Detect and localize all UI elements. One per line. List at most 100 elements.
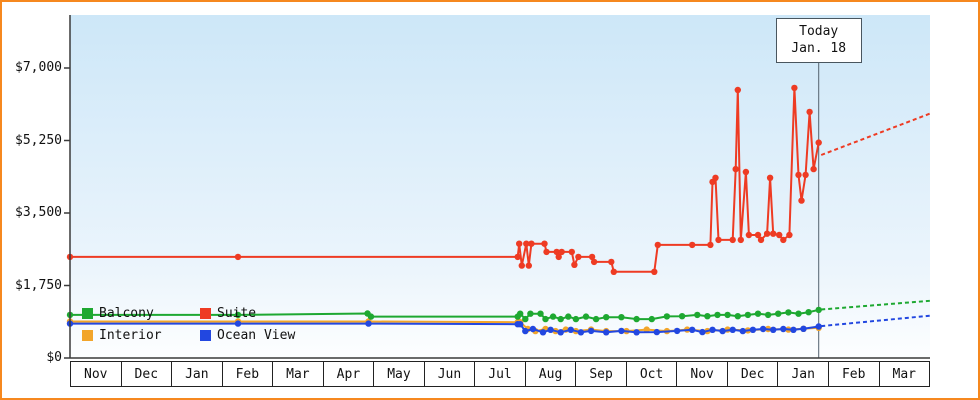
data-point-ocean-view: [539, 329, 547, 336]
data-point-suite: [707, 241, 714, 249]
data-point-ocean-view: [653, 328, 660, 336]
month-cell-10: Sep: [575, 361, 627, 387]
data-point-ocean-view: [673, 327, 681, 335]
data-point-ocean-view: [759, 325, 767, 333]
month-cell-14: Jan: [777, 361, 829, 387]
data-point-ocean-view: [689, 326, 696, 333]
data-point-ocean-view: [522, 327, 529, 335]
data-point-suite: [575, 253, 582, 261]
month-cell-16: Mar: [878, 361, 931, 387]
data-point-suite: [810, 165, 817, 173]
data-point-suite: [786, 231, 793, 239]
data-point-balcony: [694, 311, 701, 319]
data-point-suite: [571, 261, 578, 268]
legend: Balcony Suite Interior Ocean View: [82, 306, 295, 343]
month-cell-12: Nov: [676, 361, 728, 387]
data-point-ocean-view: [709, 326, 716, 333]
data-point-balcony: [537, 310, 544, 317]
x-axis-month-row: Nov Dec Jan Feb Mar Apr May Jun Jul Aug Sep Oct Nov D…: [70, 361, 931, 387]
plot-background: [70, 15, 930, 358]
data-point-suite: [588, 253, 596, 261]
data-point-ocean-view: [633, 329, 640, 336]
legend-label: Ocean View: [217, 328, 296, 343]
data-point-balcony: [522, 315, 529, 323]
data-point-ocean-view: [790, 326, 797, 333]
data-point-ocean-view: [557, 329, 564, 336]
data-point-suite: [541, 240, 548, 247]
data-point-suite: [770, 230, 777, 237]
legend-item-interior: Interior: [82, 328, 200, 343]
data-point-suite: [776, 231, 783, 239]
month-cell-4: Mar: [272, 361, 324, 387]
month-cell-11: Oct: [625, 361, 678, 387]
series-projection-suite: [820, 112, 931, 156]
data-point-suite: [763, 230, 771, 237]
data-point-balcony: [582, 313, 590, 320]
legend-label: Interior: [99, 328, 162, 343]
data-point-balcony: [234, 311, 242, 319]
month-cell-0: Nov: [70, 361, 122, 387]
data-point-suite: [754, 231, 762, 239]
data-point-balcony: [724, 311, 731, 319]
data-point-suite: [555, 253, 562, 261]
data-point-balcony: [557, 315, 564, 323]
data-point-ocean-view: [234, 320, 242, 327]
data-point-suite: [766, 174, 774, 181]
suite-swatch-icon: [200, 308, 211, 319]
y-tick-label: $0: [46, 350, 62, 365]
data-point-suite: [791, 84, 798, 92]
data-point-suite: [729, 236, 736, 244]
data-point-suite: [543, 248, 550, 256]
data-point-suite: [732, 165, 739, 173]
month-cell-1: Dec: [120, 361, 173, 387]
legend-item-suite: Suite: [200, 306, 295, 321]
data-point-ocean-view: [780, 325, 787, 333]
data-point-balcony: [517, 310, 524, 317]
month-cell-3: Feb: [221, 361, 274, 387]
data-point-balcony: [764, 311, 772, 319]
month-cell-9: Aug: [524, 361, 577, 387]
y-tick-label: $1,750: [15, 277, 62, 293]
data-point-balcony: [704, 313, 711, 320]
data-point-suite: [528, 240, 535, 247]
data-point-balcony: [815, 306, 822, 314]
data-point-balcony: [785, 309, 792, 316]
ocean-view-swatch-icon: [200, 330, 211, 341]
data-point-ocean-view: [729, 326, 736, 333]
data-point-suite: [516, 240, 523, 247]
data-point-ocean-view: [815, 323, 822, 330]
month-cell-2: Jan: [171, 361, 223, 387]
month-cell-8: Jul: [474, 361, 526, 387]
data-point-ocean-view: [699, 328, 706, 336]
legend-label: Balcony: [99, 306, 154, 321]
series-projection-ocean-view: [821, 314, 931, 328]
data-point-suite: [715, 236, 722, 244]
data-point-suite: [734, 86, 741, 94]
data-point-balcony: [795, 310, 802, 317]
data-point-suite: [558, 248, 565, 256]
data-point-balcony: [549, 313, 557, 320]
data-point-suite: [745, 231, 753, 239]
data-point-ocean-view: [365, 320, 372, 327]
data-point-ocean-view: [800, 325, 807, 332]
data-point-balcony: [633, 315, 640, 323]
data-point-ocean-view: [749, 326, 757, 333]
data-point-suite: [712, 174, 719, 181]
data-point-suite: [742, 168, 750, 176]
month-cell-6: May: [373, 361, 425, 387]
month-cell-7: Jun: [423, 361, 476, 387]
data-point-suite: [798, 197, 805, 204]
data-point-ocean-view: [739, 327, 746, 335]
data-point-balcony: [618, 314, 625, 321]
data-point-suite: [514, 253, 521, 261]
data-point-ocean-view: [770, 326, 777, 333]
data-point-ocean-view: [603, 329, 610, 336]
data-point-ocean-view: [517, 321, 524, 328]
today-label: Today: [799, 24, 839, 39]
y-tick-label: $7,000: [15, 60, 62, 75]
interior-swatch-icon: [82, 330, 93, 341]
data-point-balcony: [744, 311, 752, 319]
data-point-suite: [651, 268, 658, 275]
